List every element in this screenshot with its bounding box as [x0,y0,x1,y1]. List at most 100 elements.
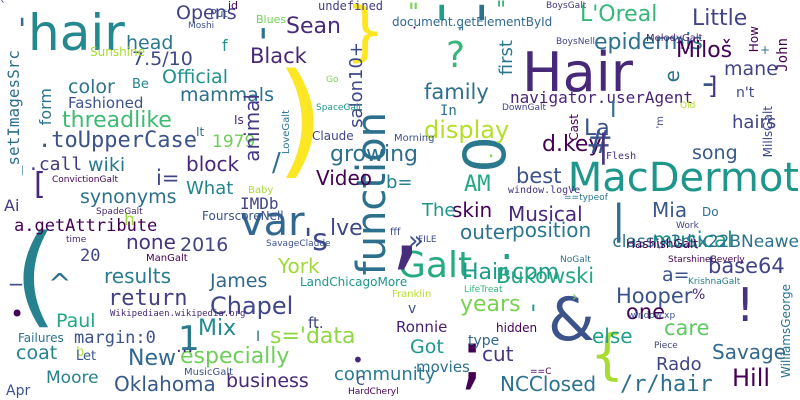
cloud-word-document-getelementbyid: document.getElementById [392,15,553,29]
cloud-word-r-hair: /r/hair [620,372,713,397]
cloud-word-symbol: ' [434,0,450,60]
cloud-word-musical: musical [652,228,733,252]
cloud-word-apr: Apr [6,383,31,399]
cloud-word-e: e [660,70,684,83]
cloud-word-imdb: IMDb [240,194,279,213]
cloud-word-song: song [692,142,738,164]
cloud-word-symbol: & [548,285,595,355]
cloud-word-fff: fff [390,227,401,238]
cloud-word-7-5-10: 7.5/10 [132,48,193,70]
cloud-word-in: In [440,103,457,119]
cloud-word-results: results [104,264,172,288]
cloud-word-display: display [424,116,510,144]
cloud-word-one: one [626,300,666,324]
cloud-word-v: v [408,301,417,317]
cloud-word-symbol: } [345,0,386,69]
cloud-word-symbol: , [390,165,422,282]
cloud-word-symbol: ^ [48,267,72,300]
cloud-word-old: Old [680,101,696,111]
cloud-word-franklin: Franklin [392,289,432,300]
cloud-word-symbol: - [702,63,715,103]
cloud-word-hooper: Hooper [616,284,693,308]
cloud-word-how: How [747,26,761,53]
cloud-word-best: best [516,164,562,188]
cloud-word-window-logve: window.logVe [508,185,581,196]
cloud-word-window-xp: window.xp [628,311,676,321]
cloud-word-york: York [278,254,320,278]
cloud-word-1: 1 [178,319,200,359]
cloud-word-symbol: › [572,289,578,305]
cloud-word-is: Is [234,113,244,127]
cloud-word-hair: Hair [522,41,633,104]
cloud-word-symbol: » [408,226,424,256]
cloud-word-symbol: _ [10,258,22,286]
cloud-word-symbol: [ [34,167,46,202]
cloud-word-mammals: mammals [180,84,274,106]
cloud-word-animal: animal [240,94,264,162]
cloud-word-first: first [496,40,517,76]
cloud-word-little: Little [692,6,748,31]
cloud-word-symbol: " [458,25,465,41]
cloud-word-piece: Piece [654,341,678,351]
cloud-word-opens: Opens [176,2,237,24]
cloud-word-video: Video [316,166,373,190]
cloud-word-musicgalt: MusicGalt [184,367,234,378]
cloud-word-hardcheryl: HardCheryl [348,387,399,397]
cloud-word-class-x3d-x22bneawe: class\x3d\x22BNeawe [612,232,799,252]
cloud-word-outer: outer [460,220,514,244]
cloud-word-c: c [356,370,365,389]
cloud-word-call: .call [28,154,83,175]
cloud-word-put: Put [210,7,228,20]
cloud-word-mane: mane [724,58,778,80]
cloud-word-symbol: ' [530,300,537,328]
cloud-word-the: The [422,200,456,221]
cloud-word-convictiongalt: ConvictionGalt [52,175,119,185]
cloud-word-symbol: ` [0,0,6,13]
cloud-word-f: f [222,36,228,55]
cloud-word-got: Got [410,336,444,358]
cloud-word-symbol: ( [14,211,57,339]
cloud-word-la: La [584,116,610,141]
cloud-word-be: Be [132,77,149,92]
cloud-word-symbol: { [590,323,625,386]
cloud-word-var: var [240,199,305,245]
cloud-word-mia: Mia [652,198,688,222]
cloud-word-rado: Rado [656,354,702,375]
cloud-word-krishnagalt: KrishnaGalt [688,277,741,287]
cloud-word-milo: Miloš [676,38,733,63]
cloud-word-symbol: " [496,0,507,23]
cloud-word-landchicagomore: LandChicagoMore [300,275,408,289]
cloud-word-file: FILE [418,235,437,245]
cloud-word-head: head [126,32,174,54]
cloud-word-symbol: " [408,0,420,26]
cloud-word-return: return [108,286,188,311]
cloud-word-lovegalt: LoveGalt [281,110,292,155]
cloud-word-what: What [186,178,234,199]
cloud-word-b: b= [386,172,413,193]
cloud-word-h: h [124,210,135,230]
cloud-word-paul: Paul [56,310,96,332]
cloud-word-setimagessrc: _setImagesSrc [4,50,23,176]
cloud-word-a: a= [662,264,690,286]
cloud-word-2016: 2016 [180,234,229,256]
cloud-word-m: 'm [655,116,666,129]
cloud-word-savage: Savage [712,340,787,364]
cloud-word-coat: coat [16,342,58,364]
cloud-word-ft: ft. [308,314,324,332]
cloud-word-margin-0: margin:0 [74,328,156,348]
cloud-word-c: ==C [530,367,552,377]
cloud-word-galt: Galt [398,245,473,286]
cloud-word-symbol: ) [276,48,325,192]
cloud-word-symbol: . [488,138,495,162]
cloud-word-do: Do [702,205,719,219]
cloud-word-epidermis: epidermis [594,30,703,55]
cloud-word-melodygalt: MelodyGalt [646,33,703,44]
cloud-word-form: form [36,88,55,126]
cloud-word-d-key: d.key [542,132,602,157]
cloud-word-sunshine: Sunshine [90,45,146,59]
cloud-word-symbol: + [760,43,771,57]
cloud-word-salon10: salon10+ [346,42,367,128]
cloud-word-else: else [592,324,633,348]
cloud-word-ronnie: Ronnie [396,318,448,336]
cloud-word-especially: especially [180,344,290,369]
